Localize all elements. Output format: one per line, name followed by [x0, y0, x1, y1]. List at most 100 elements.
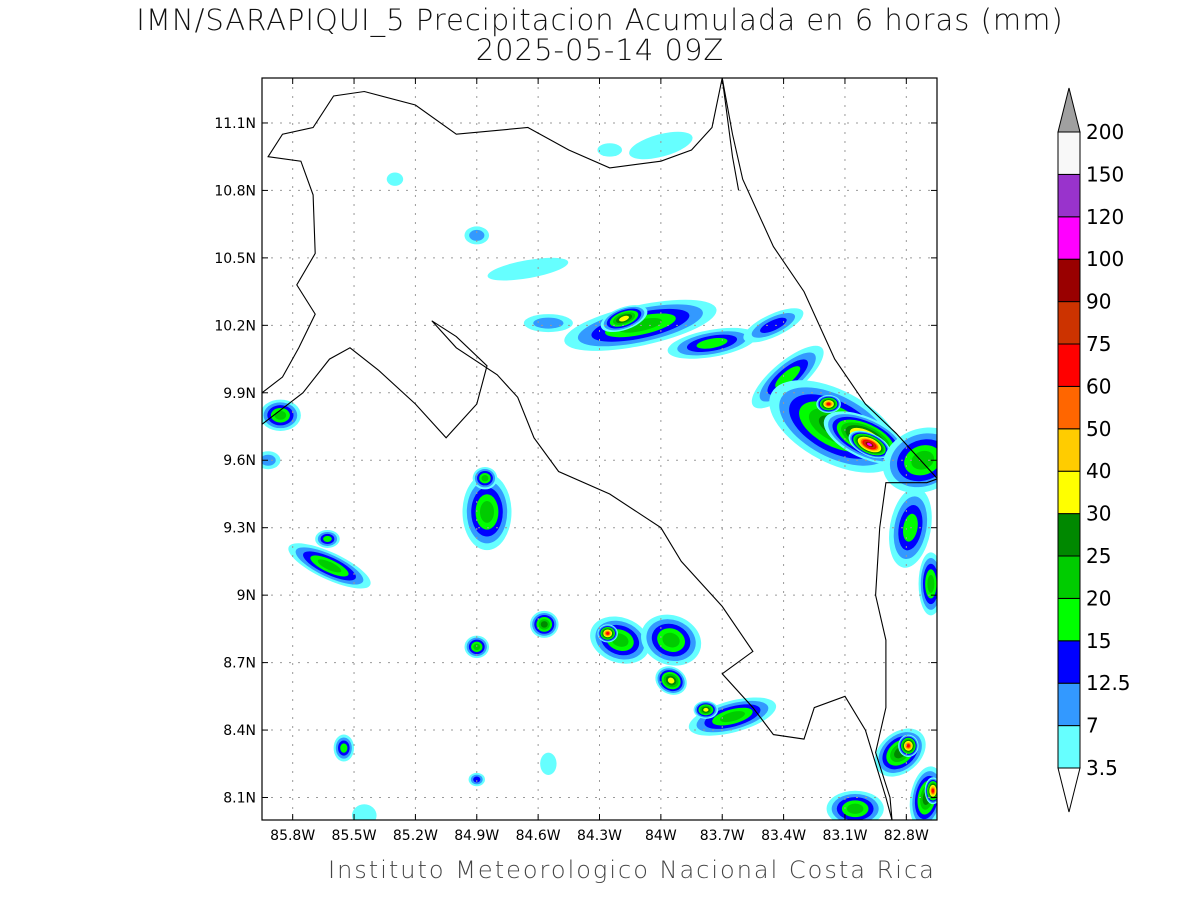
latitude-axis: 11.1N 10.8N 10.5N 10.2N 9.9N 9.6N 9.3N 9N 8.7N 8.…: [214, 116, 937, 807]
lon-tick-label: 82.8W: [884, 828, 929, 844]
map-title: IMN/SARAPIQUI_5 Precipitacion Acumulada …: [136, 3, 1064, 37]
coastline: [262, 78, 723, 394]
colorbar-label: 30: [1086, 502, 1111, 526]
graticule: [262, 78, 937, 820]
colorbar-label: 15: [1086, 629, 1111, 653]
lon-tick-label: 84.9W: [454, 828, 499, 844]
lat-tick-label: 9N: [237, 588, 256, 604]
precip-cell-33-level-4: [846, 803, 864, 814]
lon-tick-label: 83.4W: [761, 828, 806, 844]
colorbar-label: 3.5: [1086, 756, 1118, 780]
colorbar-max-triangle: [1057, 87, 1081, 133]
precip-cell-36-level-1: [469, 229, 485, 241]
lat-tick-label: 9.9N: [223, 386, 256, 402]
colorbar-label: 40: [1086, 459, 1111, 483]
colorbar-min-triangle: [1057, 767, 1081, 813]
colorbar-label: 200: [1086, 120, 1124, 144]
colorbar-label: 20: [1086, 586, 1111, 610]
precip-cell-9-level-12: [867, 442, 872, 447]
colorbar-label: 12.5: [1086, 671, 1131, 695]
lon-tick-label: 84.3W: [577, 828, 622, 844]
precip-cell-1-level-6: [619, 315, 629, 322]
colorbar-label: 90: [1086, 290, 1111, 314]
lon-tick-label: 84.6W: [516, 828, 561, 844]
colorbar-swatch: [1057, 173, 1081, 218]
coastline: [721, 78, 937, 479]
lat-tick-label: 9.3N: [223, 521, 256, 537]
precip-cell-17-level-3: [323, 535, 332, 543]
longitude-axis: 85.8W 85.5W 85.2W 84.9W 84.6W 84.3W 84W 83.7W 83…: [270, 78, 929, 844]
colorbar-swatch: [1057, 258, 1081, 303]
precip-cell-28-level-3: [340, 743, 348, 753]
country-border: [721, 78, 740, 191]
precip-cell-2-level-3: [696, 337, 728, 349]
colorbar-swatch: [1057, 301, 1081, 345]
lat-tick-label: 9.6N: [223, 453, 256, 469]
precipitation-layer: [262, 131, 937, 820]
precip-cell-18-level-4: [274, 410, 287, 420]
colorbar-swatch: [1057, 385, 1081, 430]
precip-cell-26-level-5: [540, 621, 548, 628]
colorbar-label: 75: [1086, 332, 1111, 356]
precip-cell-10-level-9: [826, 402, 831, 406]
lat-tick-label: 8.4N: [223, 723, 256, 739]
coastline-layer: [262, 78, 937, 820]
precip-cell-25-level-6: [703, 707, 709, 712]
colorbar-label: 60: [1086, 374, 1111, 398]
precip-cell-23-level-6: [667, 677, 675, 684]
lat-tick-label: 11.1N: [214, 116, 256, 132]
colorbar: 3.5 7 12.5 15 20 25 30 40 50 60 75 90 100 120 150 200: [1057, 87, 1131, 813]
lon-tick-label: 85.8W: [270, 828, 315, 844]
colorbar-swatch: [1057, 428, 1081, 472]
colorbar-swatch: [1057, 725, 1081, 769]
precip-cell-6-level-3: [775, 366, 801, 388]
lon-tick-label: 85.5W: [332, 828, 377, 844]
precip-cell-35-level-0: [597, 143, 623, 157]
lon-tick-label: 83.1W: [822, 828, 867, 844]
colorbar-label: 150: [1086, 162, 1124, 186]
colorbar-label: 25: [1086, 544, 1111, 568]
precip-cell-38-level-2: [473, 776, 481, 783]
colorbar-swatch: [1057, 682, 1081, 727]
precip-cell-4-level-1: [533, 317, 564, 329]
lat-tick-label: 8.1N: [223, 791, 256, 807]
lat-tick-label: 10.2N: [214, 318, 256, 334]
coastline: [262, 320, 893, 820]
precip-cell-16-level-4: [317, 559, 342, 573]
colorbar-label: 100: [1086, 247, 1124, 271]
footer-credit: Instituto Meteorologico Nacional Costa R…: [328, 856, 936, 884]
precip-cell-19-level-1: [262, 454, 276, 466]
colorbar-label: 7: [1086, 714, 1099, 738]
precip-cell-24-level-4: [719, 711, 745, 723]
map-subtitle: 2025-05-14 09Z: [475, 33, 725, 67]
colorbar-swatch: [1057, 597, 1081, 642]
colorbar-swatch: [1057, 216, 1081, 260]
precip-cell-37-level-0: [386, 172, 404, 186]
lon-tick-label: 85.2W: [393, 828, 438, 844]
lat-tick-label: 10.5N: [214, 251, 256, 267]
precip-cell-39-level-0: [540, 752, 557, 775]
colorbar-label: 120: [1086, 205, 1124, 229]
colorbar-label: 50: [1086, 417, 1111, 441]
precip-cell-3-level-2: [760, 317, 787, 333]
lon-tick-label: 83.7W: [700, 828, 745, 844]
precip-cell-13-level-4: [927, 574, 935, 593]
lat-tick-label: 10.8N: [214, 183, 256, 199]
precip-cell-15-level-4: [481, 475, 489, 482]
colorbar-swatch: [1057, 131, 1081, 175]
colorbar-swatch: [1057, 470, 1081, 515]
colorbar-swatch: [1057, 640, 1081, 684]
precip-cell-14-level-4: [480, 501, 494, 523]
lat-tick-label: 8.7N: [223, 656, 256, 672]
precip-cell-40-level-0: [351, 804, 377, 820]
colorbar-swatch: [1057, 513, 1081, 557]
precip-cell-30-level-9: [906, 744, 910, 748]
colorbar-swatch: [1057, 343, 1081, 387]
precip-cell-5-level-0: [487, 257, 569, 281]
precip-cell-21-level-9: [606, 631, 610, 635]
precip-cell-22-level-4: [662, 632, 680, 648]
precip-cell-32-level-9: [931, 788, 935, 793]
precip-cell-34-level-0: [629, 131, 693, 160]
colorbar-swatch: [1057, 555, 1081, 599]
